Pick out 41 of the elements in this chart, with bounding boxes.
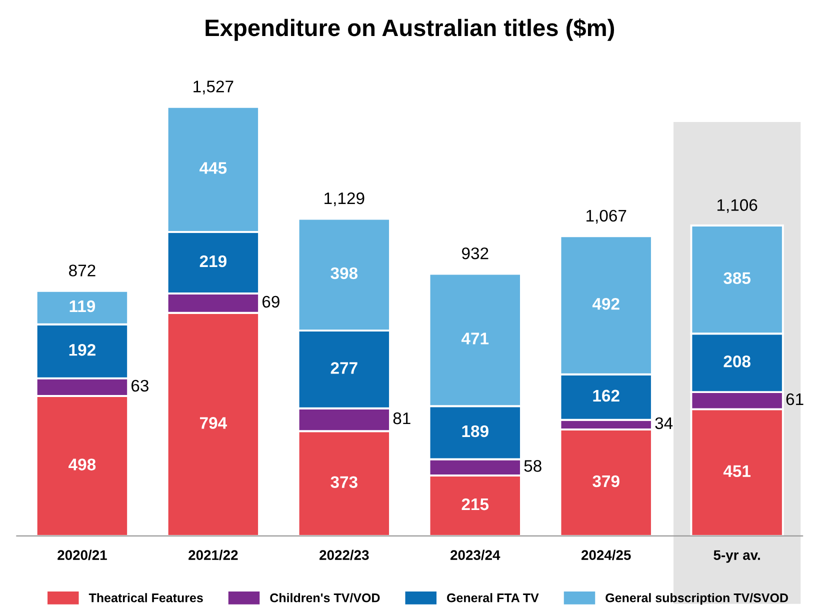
data-label: 58	[524, 460, 542, 472]
data-label: 208	[724, 356, 750, 368]
legend-label: Children's TV/VOD	[270, 593, 380, 602]
data-label: 277	[330, 362, 358, 374]
legend-label: General subscription TV/SVOD	[606, 593, 788, 605]
data-label: 61	[786, 393, 804, 406]
data-label: 373	[330, 476, 358, 488]
total-label: 872	[69, 264, 96, 276]
data-label: 34	[655, 417, 673, 430]
total-label: 932	[462, 247, 488, 260]
total-label: 1,067	[586, 210, 626, 224]
data-label: 498	[68, 458, 96, 470]
legend-label: General FTA TV	[447, 593, 539, 602]
data-label: 69	[262, 296, 280, 308]
data-label: 471	[461, 332, 489, 344]
data-label: 385	[724, 272, 751, 284]
x-tick-label: 5-yr av.	[714, 550, 760, 563]
data-label: 189	[462, 425, 488, 438]
data-label: 63	[132, 380, 148, 392]
data-label: 192	[69, 344, 96, 356]
chart-title: Expenditure on Australian titles ($m)	[206, 18, 614, 41]
total-label: 1,129	[324, 192, 364, 206]
data-label: 451	[723, 465, 751, 478]
data-label: 398	[330, 267, 358, 280]
data-label: 492	[592, 298, 620, 310]
x-tick-label: 2023/24	[450, 550, 500, 560]
x-tick-label: 2022/23	[320, 550, 369, 560]
data-label: 219	[200, 255, 226, 268]
x-tick-label: 2024/25	[581, 550, 631, 560]
data-label: 81	[393, 412, 410, 424]
total-label: 1,527	[194, 80, 234, 94]
data-label: 215	[462, 498, 489, 510]
x-tick-label: 2021/22	[188, 550, 238, 560]
data-label: 445	[200, 162, 227, 174]
x-tick-label: 2020/21	[58, 550, 107, 560]
data-label: 119	[70, 300, 96, 312]
data-label: 794	[200, 417, 227, 429]
legend-label: Theatrical Features	[88, 593, 203, 602]
data-label: 379	[592, 475, 620, 488]
data-label: 162	[593, 390, 620, 402]
total-label: 1,106	[717, 199, 758, 213]
